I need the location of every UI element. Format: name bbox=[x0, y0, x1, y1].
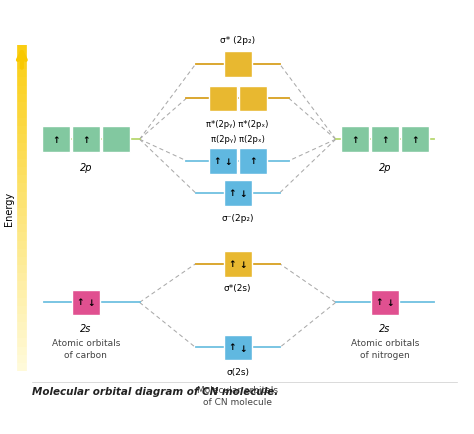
Text: ↑: ↑ bbox=[411, 135, 419, 145]
Text: ↑: ↑ bbox=[351, 135, 359, 145]
Text: Atomic orbitals
of nitrogen: Atomic orbitals of nitrogen bbox=[351, 338, 419, 359]
Text: ↓: ↓ bbox=[225, 158, 232, 166]
FancyBboxPatch shape bbox=[224, 181, 252, 206]
Text: ↑: ↑ bbox=[228, 188, 236, 197]
Text: ↑: ↑ bbox=[213, 156, 221, 165]
FancyBboxPatch shape bbox=[371, 290, 399, 316]
FancyBboxPatch shape bbox=[224, 52, 252, 78]
Text: σ* (2p₂): σ* (2p₂) bbox=[220, 36, 255, 45]
FancyBboxPatch shape bbox=[42, 127, 70, 153]
FancyBboxPatch shape bbox=[341, 127, 369, 153]
FancyBboxPatch shape bbox=[224, 335, 252, 361]
Text: ↓: ↓ bbox=[239, 190, 247, 198]
Text: Molecular orbitals
of CN molecule: Molecular orbitals of CN molecule bbox=[197, 385, 278, 406]
Text: ↑: ↑ bbox=[77, 298, 84, 306]
Text: Molecular orbital diagram of CN molecule.: Molecular orbital diagram of CN molecule… bbox=[32, 386, 278, 396]
FancyBboxPatch shape bbox=[72, 127, 100, 153]
Text: π(2pᵧ) π(2pₓ): π(2pᵧ) π(2pₓ) bbox=[211, 135, 264, 144]
Text: π*(2pᵧ) π*(2pₓ): π*(2pᵧ) π*(2pₓ) bbox=[207, 120, 269, 129]
Text: ↑: ↑ bbox=[52, 135, 60, 145]
Text: ↑: ↑ bbox=[381, 135, 389, 145]
Text: ↑: ↑ bbox=[228, 342, 236, 352]
Text: σ*(2s): σ*(2s) bbox=[224, 284, 251, 293]
Text: Atomic orbitals
of carbon: Atomic orbitals of carbon bbox=[52, 338, 120, 359]
Text: ↑: ↑ bbox=[249, 157, 256, 166]
Text: 2s: 2s bbox=[379, 323, 391, 333]
FancyBboxPatch shape bbox=[238, 148, 266, 174]
Text: σ(2s): σ(2s) bbox=[226, 368, 249, 376]
Text: ↓: ↓ bbox=[387, 299, 394, 308]
FancyBboxPatch shape bbox=[401, 127, 428, 153]
FancyBboxPatch shape bbox=[72, 290, 100, 316]
FancyBboxPatch shape bbox=[209, 148, 237, 174]
FancyBboxPatch shape bbox=[238, 86, 266, 112]
Text: ↑: ↑ bbox=[228, 259, 236, 268]
Text: ↑: ↑ bbox=[82, 135, 90, 145]
Text: ↓: ↓ bbox=[239, 344, 247, 353]
Text: 2p: 2p bbox=[379, 163, 391, 173]
Text: 2s: 2s bbox=[80, 323, 91, 333]
Text: ↑: ↑ bbox=[375, 298, 383, 306]
Text: ↓: ↓ bbox=[239, 260, 247, 269]
Text: ↓: ↓ bbox=[88, 299, 95, 308]
FancyBboxPatch shape bbox=[209, 86, 237, 112]
FancyBboxPatch shape bbox=[102, 127, 130, 153]
Text: 2p: 2p bbox=[80, 163, 92, 173]
Text: σ⁻(2p₂): σ⁻(2p₂) bbox=[221, 213, 254, 222]
FancyBboxPatch shape bbox=[371, 127, 399, 153]
FancyBboxPatch shape bbox=[224, 251, 252, 277]
Text: Energy: Energy bbox=[4, 191, 14, 225]
